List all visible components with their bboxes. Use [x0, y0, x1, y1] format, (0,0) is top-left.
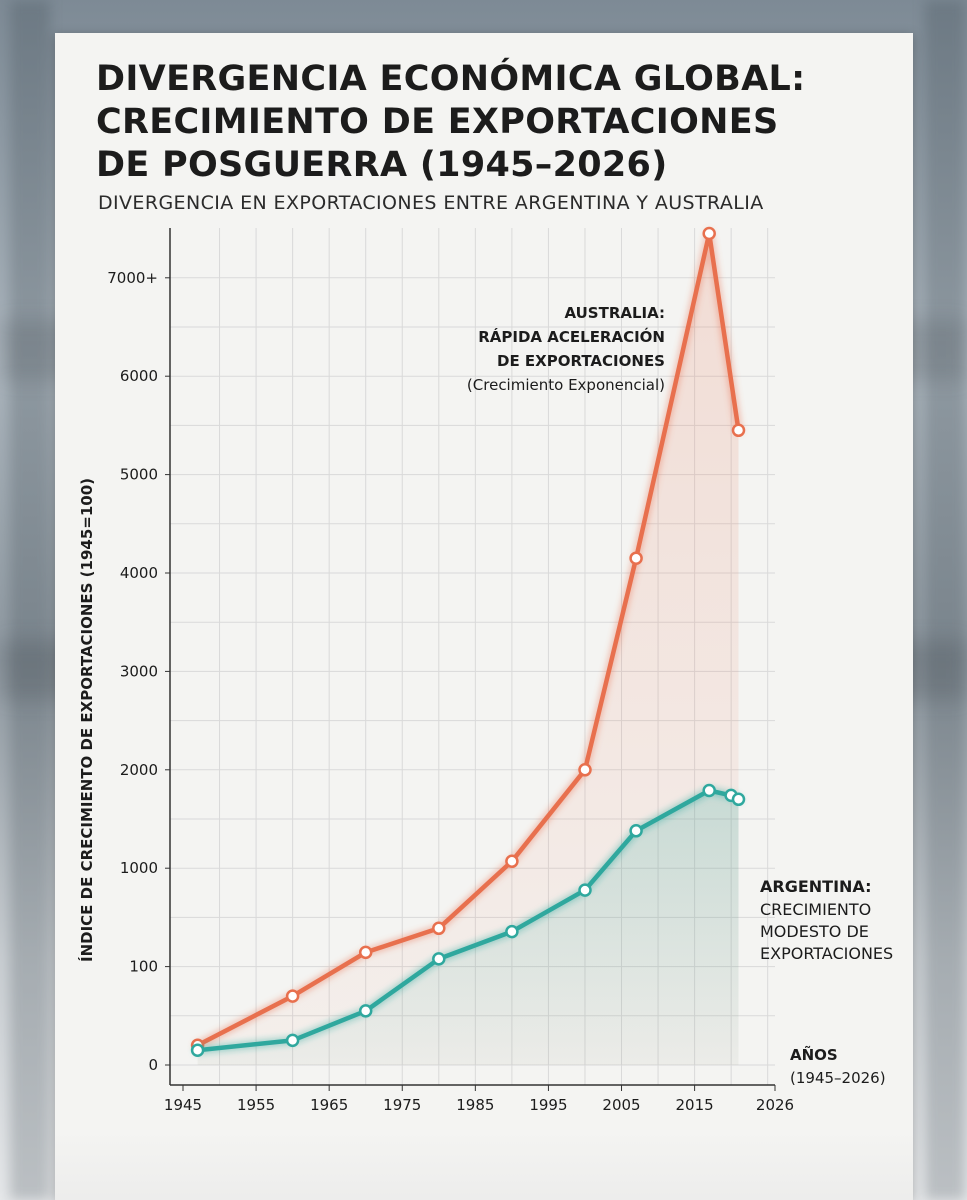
x-axis-label: AÑOS: [790, 1045, 838, 1064]
chart-title-line: CRECIMIENTO DE EXPORTACIONES: [96, 102, 779, 142]
x-tick-label: 2005: [602, 1096, 640, 1114]
chart-title: DIVERGENCIA ECONÓMICA GLOBAL: CRECIMIENT…: [96, 58, 896, 187]
australia-area: [197, 233, 739, 1065]
australia-annotation-line: RÁPIDA ACELERACIÓN: [478, 327, 665, 346]
chart-title-line: DE POSGUERRA (1945–2026): [96, 145, 668, 185]
y-tick-label: 7000+: [107, 269, 158, 287]
australia-annotation-title: AUSTRALIA:: [564, 304, 665, 322]
australia-annotation-note: (Crecimiento Exponencial): [467, 376, 665, 394]
y-tick-label: 1000: [120, 859, 158, 877]
australia-point: [629, 551, 643, 565]
axes: [169, 228, 775, 1086]
area-fills: [197, 233, 739, 1065]
x-tick-label: 2015: [676, 1096, 714, 1114]
argentina-point: [190, 1043, 205, 1057]
australia-annotation: AUSTRALIA: RÁPIDA ACELERACIÓN DE EXPORTA…: [467, 304, 665, 394]
australia-annotation-line: DE EXPORTACIONES: [497, 352, 665, 370]
argentina-annotation-line: EXPORTACIONES: [760, 944, 893, 963]
argentina-point: [505, 924, 519, 939]
australia-point: [702, 226, 716, 241]
x-axis-range: (1945–2026): [790, 1069, 886, 1087]
y-tick-label: 6000: [120, 367, 158, 385]
y-tick-label: 0: [148, 1056, 158, 1074]
y-tick-label: 100: [129, 958, 158, 976]
australia-point: [432, 921, 446, 936]
tick-labels: 0 100 1000 2000 3000 4000 5000 6000 7000+ 1945 195…: [107, 269, 794, 1114]
x-tick-label: 1995: [529, 1096, 567, 1114]
australia-point: [578, 763, 592, 777]
argentina-point: [578, 883, 592, 897]
argentina-point: [358, 1004, 373, 1018]
australia-point: [505, 854, 519, 869]
chart-subtitle: DIVERGENCIA EN EXPORTACIONES ENTRE ARGEN…: [98, 192, 764, 214]
series: [190, 226, 746, 1057]
x-tick-label: 1975: [383, 1096, 421, 1114]
x-tick-label: 2026: [756, 1096, 794, 1114]
card-bottom-fade: [55, 1130, 913, 1200]
y-tick-label: 4000: [120, 564, 158, 582]
y-axis-label: ÍNDICE DE CRECIMIENTO DE EXPORTACIONES (…: [77, 478, 96, 962]
australia-point: [285, 989, 300, 1003]
argentina-annotation-line: CRECIMIENTO: [760, 900, 871, 919]
x-axis-annotation: AÑOS (1945–2026): [790, 1045, 886, 1087]
australia-point: [358, 945, 373, 960]
argentina-point: [285, 1033, 300, 1048]
argentina-point: [432, 952, 446, 966]
australia-point: [731, 423, 746, 438]
argentina-point: [629, 824, 643, 838]
x-tick-label: 1955: [237, 1096, 275, 1114]
background-column: [925, 0, 965, 1200]
argentina-annotation: ARGENTINA: CRECIMIENTO MODESTO DE EXPORT…: [760, 877, 893, 963]
argentina-point: [731, 792, 746, 807]
x-tick-label: 1945: [164, 1096, 202, 1114]
argentina-point: [702, 783, 716, 798]
argentina-area: [197, 790, 739, 1065]
x-tick-label: 1965: [310, 1096, 348, 1114]
x-tick-label: 1985: [456, 1096, 494, 1114]
y-tick-label: 2000: [120, 761, 158, 779]
argentina-annotation-line: MODESTO DE: [760, 922, 869, 941]
chart-title-line: DIVERGENCIA ECONÓMICA GLOBAL:: [96, 59, 806, 99]
background-column: [10, 0, 50, 1200]
argentina-line: [195, 788, 741, 1053]
y-tick-label: 5000: [120, 466, 158, 484]
argentina-annotation-title: ARGENTINA:: [760, 877, 872, 896]
y-tick-label: 3000: [120, 662, 158, 680]
